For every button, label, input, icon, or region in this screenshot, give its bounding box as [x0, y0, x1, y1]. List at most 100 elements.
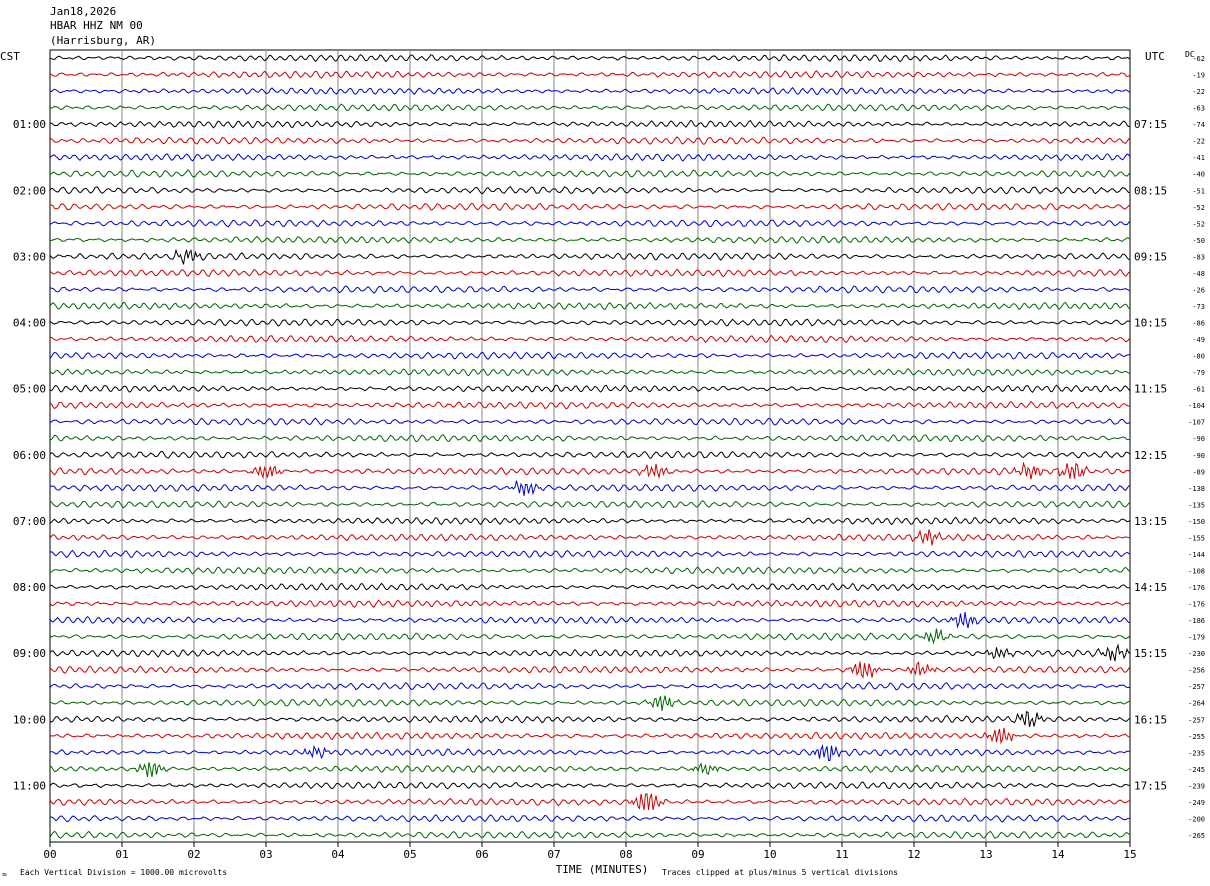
- x-tick-label: 09: [691, 848, 704, 861]
- dc-offset-label: -264: [1188, 700, 1205, 708]
- footer-left-note: Each Vertical Division = 1000.00 microvo…: [20, 868, 228, 877]
- dc-offset-label: -22: [1192, 88, 1205, 96]
- trace-row-18: [49, 334, 1131, 344]
- trace-row-2: [49, 70, 1131, 79]
- trace-row-45: [49, 781, 1131, 790]
- dc-offset-label: -74: [1192, 121, 1205, 129]
- trace-row-46: [49, 793, 1131, 811]
- dc-offset-label: -90: [1192, 452, 1205, 460]
- left-hour-label: 10:00: [13, 713, 46, 726]
- dc-offset-label: -144: [1188, 551, 1205, 559]
- right-hour-label: 09:15: [1134, 250, 1167, 263]
- trace-row-31: [49, 549, 1131, 559]
- trace-row-20: [49, 368, 1131, 377]
- left-hour-label: 08:00: [13, 581, 46, 594]
- trace-row-42: [49, 727, 1131, 745]
- dc-offset-label: -40: [1192, 171, 1205, 179]
- left-hour-label: 11:00: [13, 779, 46, 792]
- dc-offset-label: -200: [1188, 815, 1205, 823]
- dc-offset-label: -50: [1192, 237, 1205, 245]
- x-tick-label: 11: [835, 848, 848, 861]
- dc-offset-label: -107: [1188, 419, 1205, 427]
- trace-row-13: [49, 248, 1131, 265]
- x-tick-label: 05: [403, 848, 416, 861]
- trace-row-41: [49, 710, 1131, 728]
- trace-row-39: [49, 681, 1131, 691]
- dc-offset-label: -150: [1188, 518, 1205, 526]
- dc-offset-label: -108: [1188, 567, 1205, 575]
- dc-offset-label: -41: [1192, 154, 1205, 162]
- right-hour-label: 13:15: [1134, 515, 1167, 528]
- trace-row-10: [49, 202, 1131, 211]
- dc-offset-label: -52: [1192, 220, 1205, 228]
- dc-offset-label: -89: [1192, 468, 1205, 476]
- location-label: (Harrisburg, AR): [50, 34, 156, 47]
- trace-row-35: [49, 612, 1131, 629]
- dc-offset-label: -79: [1192, 369, 1205, 377]
- trace-row-5: [49, 119, 1131, 129]
- dc-offset-label: -138: [1188, 485, 1205, 493]
- trace-row-11: [49, 219, 1131, 228]
- footer-right-note: Traces clipped at plus/minus 5 vertical …: [662, 868, 899, 877]
- trace-row-34: [49, 599, 1131, 608]
- dc-offset-label: -26: [1192, 286, 1205, 294]
- trace-row-7: [49, 153, 1131, 162]
- date-label: Jan18,2026: [50, 5, 117, 18]
- dc-offset-label: -245: [1188, 766, 1205, 774]
- dc-offset-label: -235: [1188, 749, 1205, 757]
- dc-offset-label: -52: [1192, 204, 1205, 212]
- right-hour-label: 11:15: [1134, 383, 1167, 396]
- dc-offset-label: -257: [1188, 683, 1205, 691]
- trace-row-38: [49, 661, 1131, 679]
- trace-row-6: [49, 136, 1131, 146]
- trace-row-23: [49, 417, 1131, 426]
- dc-offset-label: -63: [1192, 105, 1205, 113]
- dc-offset-label: -83: [1192, 253, 1205, 261]
- trace-row-48: [49, 830, 1131, 839]
- right-hour-label: 08:15: [1134, 184, 1167, 197]
- trace-row-12: [49, 235, 1131, 244]
- dc-column-label: DC: [1185, 50, 1195, 59]
- trace-row-26: [49, 461, 1131, 480]
- dc-offset-label: -257: [1188, 716, 1205, 724]
- trace-row-27: [49, 480, 1131, 496]
- left-hour-label: 04:00: [13, 317, 46, 330]
- trace-row-36: [49, 628, 1131, 645]
- trace-row-4: [49, 103, 1131, 112]
- dc-offset-label: -19: [1192, 72, 1205, 80]
- trace-row-40: [49, 695, 1131, 711]
- right-hour-label: 12:15: [1134, 449, 1167, 462]
- trace-row-16: [49, 301, 1131, 311]
- x-tick-label: 01: [115, 848, 128, 861]
- dc-offset-label: -155: [1188, 534, 1205, 542]
- right-hour-label: 10:15: [1134, 317, 1167, 330]
- right-hour-label: 16:15: [1134, 713, 1167, 726]
- dc-offset-label: -90: [1192, 435, 1205, 443]
- dc-offset-label: -256: [1188, 667, 1205, 675]
- trace-row-30: [49, 529, 1131, 546]
- dc-offset-label: -73: [1192, 303, 1205, 311]
- trace-row-28: [49, 500, 1131, 509]
- dc-offset-label: -62: [1192, 55, 1205, 63]
- trace-row-47: [49, 814, 1131, 823]
- trace-row-33: [49, 582, 1131, 592]
- left-hour-label: 02:00: [13, 184, 46, 197]
- left-hour-label: 06:00: [13, 449, 46, 462]
- left-hour-label: 05:00: [13, 383, 46, 396]
- left-timezone-label: CST: [0, 50, 20, 63]
- corner-mark: ≈: [2, 870, 7, 879]
- dc-offset-label: -49: [1192, 336, 1205, 344]
- trace-row-24: [49, 434, 1131, 443]
- trace-row-3: [49, 86, 1131, 96]
- right-hour-label: 07:15: [1134, 118, 1167, 131]
- dc-offset-label: -61: [1192, 386, 1205, 394]
- station-label: HBAR HHZ NM 00: [50, 19, 143, 32]
- x-tick-label: 00: [43, 848, 56, 861]
- dc-offset-label: -135: [1188, 501, 1205, 509]
- trace-row-1: [49, 54, 1131, 63]
- dc-offset-label: -104: [1188, 402, 1205, 410]
- x-tick-label: 08: [619, 848, 632, 861]
- trace-row-22: [49, 400, 1131, 410]
- x-tick-label: 15: [1123, 848, 1136, 861]
- x-tick-label: 07: [547, 848, 560, 861]
